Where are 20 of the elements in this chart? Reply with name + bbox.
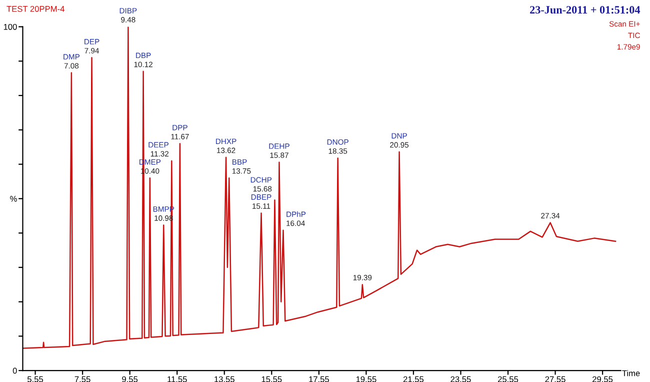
- x-tick-label: 27.55: [545, 376, 566, 382]
- x-tick-label: 9.55: [122, 376, 138, 382]
- x-tick-label: 23.55: [450, 376, 471, 382]
- x-tick-label: 13.55: [214, 376, 234, 382]
- y-tick-label: 0: [12, 368, 17, 374]
- x-tick-label: 7.55: [74, 376, 90, 382]
- line-series: [22, 26, 616, 349]
- y-tick-label: %: [10, 196, 17, 202]
- x-tick-label: 25.55: [498, 376, 518, 382]
- x-tick-label: 21.55: [403, 376, 424, 382]
- x-axis-title: Time: [622, 370, 640, 376]
- x-tick-label: 11.55: [168, 376, 187, 382]
- x-tick-label: 5.55: [28, 376, 44, 382]
- y-tick-label: 100: [4, 24, 17, 30]
- chart-subtitle: 23-Jun-2011 + 01:51:04: [530, 6, 640, 14]
- x-tick-label: 15.55: [262, 376, 282, 382]
- x-tick-label: 17.55: [309, 376, 329, 382]
- x-tick-label: 19.55: [356, 376, 376, 382]
- chart-title: TEST 20PPM-4: [6, 6, 64, 12]
- x-tick-label: 29.55: [592, 376, 613, 382]
